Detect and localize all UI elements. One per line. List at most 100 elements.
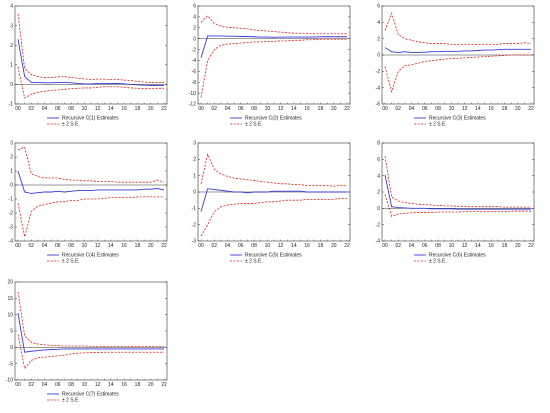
series-upper-line: [200, 153, 347, 187]
y-tick-label: 8: [377, 141, 380, 147]
series-upper-line: [384, 156, 531, 208]
legend-label-estimate: Recursive C(1) Estimates: [62, 116, 119, 122]
y-tick-label: -1: [9, 102, 14, 108]
legend-label-band: ± 2 S.E.: [429, 259, 447, 265]
y-tick-label: 1: [10, 63, 13, 69]
x-tick-label: 18: [135, 106, 141, 112]
series-upper-line: [200, 15, 347, 35]
x-tick-label: 06: [238, 106, 244, 112]
y-tick-label: -6: [192, 69, 197, 75]
x-tick-label: 02: [28, 243, 34, 249]
y-tick-label: 0: [10, 345, 13, 351]
y-tick-label: -1: [9, 197, 14, 203]
y-tick-label: 0: [377, 206, 380, 212]
series-lower-line: [17, 334, 164, 370]
x-tick-label: 12: [95, 243, 101, 249]
x-tick-label: 06: [55, 382, 61, 388]
y-tick-label: 6: [377, 4, 380, 10]
y-tick-label: 3: [193, 141, 196, 147]
y-tick-label: 15: [7, 296, 13, 302]
series-upper-line: [17, 146, 165, 183]
x-tick-label: 16: [304, 243, 310, 249]
x-tick-label: 02: [28, 106, 34, 112]
series-lower-line: [384, 54, 531, 94]
x-tick-label: 14: [108, 382, 114, 388]
x-tick-label: 00: [382, 243, 388, 249]
y-tick-label: 0: [193, 36, 196, 42]
legend-label-estimate: Recursive C(7) Estimates: [62, 392, 119, 398]
y-tick-label: 3: [10, 23, 13, 29]
y-tick-label: 10: [7, 312, 13, 318]
x-tick-label: 12: [95, 106, 101, 112]
y-tick-label: 2: [193, 25, 196, 31]
y-tick-label: 2: [377, 190, 380, 196]
y-tick-label: -1: [192, 206, 197, 212]
x-tick-label: 08: [68, 106, 74, 112]
legend-label-band: ± 2 S.E.: [245, 259, 263, 265]
plot-frame: [14, 5, 168, 105]
x-tick-label: 14: [108, 106, 114, 112]
legend-label-band: ± 2 S.E.: [62, 259, 80, 265]
x-tick-label: 16: [488, 243, 494, 249]
series-estimate-line: [17, 312, 164, 353]
x-tick-label: 18: [135, 382, 141, 388]
y-tick-label: 20: [7, 280, 13, 286]
series-lower-line: [384, 194, 531, 218]
legend-label-band: ± 2 S.E.: [62, 398, 80, 404]
legend-label-band: ± 2 S.E.: [429, 122, 447, 128]
x-tick-label: 22: [161, 382, 167, 388]
y-tick-label: -6: [376, 102, 381, 108]
y-tick-label: -3: [192, 239, 197, 245]
legend-label-band: ± 2 S.E.: [245, 122, 263, 128]
y-tick-label: 2: [10, 155, 13, 161]
y-tick-label: -4: [9, 239, 14, 245]
y-tick-label: 0: [10, 82, 13, 88]
series-estimate-line: [17, 170, 165, 194]
y-tick-label: 4: [193, 15, 196, 21]
y-tick-label: 0: [193, 190, 196, 196]
y-tick-label: -10: [6, 378, 13, 384]
x-tick-label: 18: [502, 106, 508, 112]
x-tick-label: 22: [528, 243, 534, 249]
x-tick-label: 14: [475, 243, 481, 249]
legend-label-estimate: Recursive C(3) Estimates: [429, 116, 486, 122]
x-tick-label: 12: [95, 382, 101, 388]
x-tick-label: 06: [422, 106, 428, 112]
x-tick-label: 22: [161, 106, 167, 112]
x-tick-label: 00: [198, 243, 204, 249]
x-tick-label: 00: [382, 106, 388, 112]
y-tick-label: 6: [377, 157, 380, 163]
x-tick-label: 20: [148, 382, 154, 388]
y-tick-label: -2: [376, 222, 381, 228]
y-tick-label: -4: [376, 239, 381, 245]
x-tick-label: 18: [318, 243, 324, 249]
x-tick-label: 22: [528, 106, 534, 112]
x-tick-label: 04: [42, 243, 48, 249]
y-tick-label: 2: [193, 157, 196, 163]
x-tick-label: 06: [55, 106, 61, 112]
x-tick-label: 20: [148, 243, 154, 249]
y-tick-label: 2: [10, 43, 13, 49]
legend-label-estimate: Recursive C(4) Estimates: [62, 253, 119, 259]
panel-c6: -4 -2 0 2 4 6 8 00 02 04 06 08 10 12 14 16 18 20 22 Recursi…: [372, 140, 537, 268]
x-tick-label: 10: [82, 106, 88, 112]
y-tick-label: -3: [9, 225, 14, 231]
series-estimate-line: [384, 47, 531, 54]
x-tick-label: 22: [344, 106, 350, 112]
series-estimate-line: [200, 188, 347, 212]
y-tick-label: -2: [9, 211, 14, 217]
x-tick-label: 00: [15, 382, 21, 388]
series-estimate-line: [200, 35, 347, 58]
legend-label-estimate: Recursive C(6) Estimates: [429, 253, 486, 259]
x-tick-label: 14: [291, 106, 297, 112]
x-tick-label: 10: [449, 106, 455, 112]
series-lower-line: [17, 196, 164, 237]
x-tick-label: 12: [462, 243, 468, 249]
x-tick-label: 04: [225, 106, 231, 112]
x-tick-label: 08: [68, 243, 74, 249]
x-tick-label: 08: [251, 243, 257, 249]
y-tick-label: -2: [192, 47, 197, 53]
x-tick-label: 04: [409, 106, 415, 112]
panel-c7: -10 -5 0 5 10 15 20 00 02 04 06 08 10 12 14 16 18 20 22 Rec…: [5, 279, 170, 407]
y-tick-label: 4: [10, 4, 13, 10]
